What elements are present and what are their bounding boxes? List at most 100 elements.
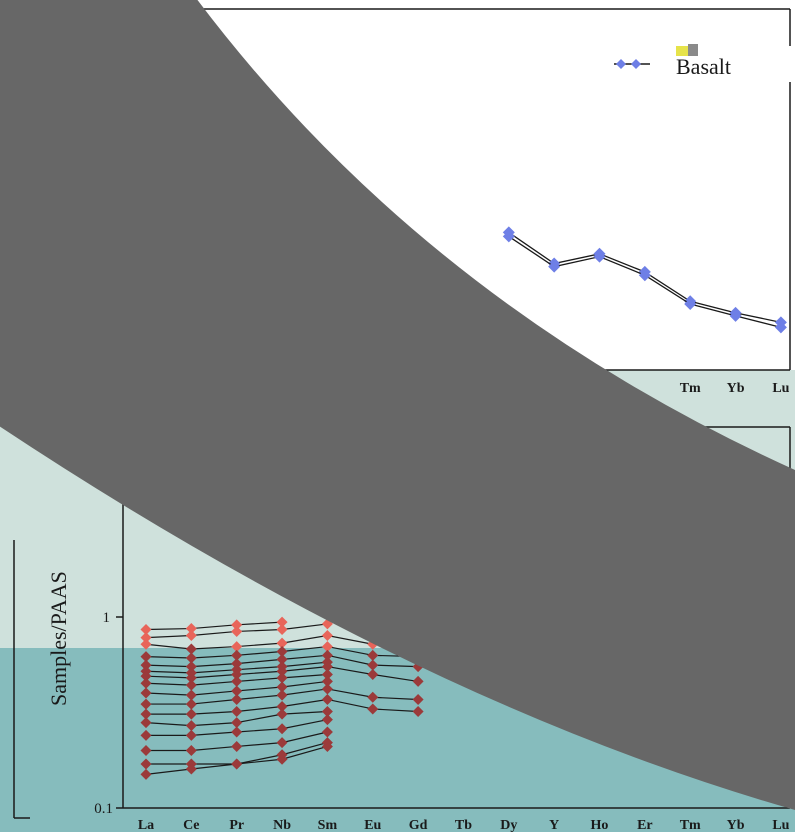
lower-marker-0-0 [140, 624, 152, 636]
lower-marker-4-4 [321, 649, 333, 661]
lower-marker-6-2 [231, 668, 243, 680]
upper-x-ticks: Tm Yb Lu [680, 381, 790, 396]
legend-marker-b [631, 59, 641, 69]
lower-marker-6-6 [412, 675, 424, 687]
lower-marker-9-0 [140, 698, 152, 710]
lower-marker-2-3 [276, 637, 288, 649]
lower-xtick-label-gd: Gd [409, 818, 428, 832]
lower-marker-9-2 [231, 693, 243, 705]
lower-marker-8-0 [140, 687, 152, 699]
lower-marker-7-3 [276, 672, 288, 684]
lower-marker-11-4 [321, 706, 333, 718]
occluding-overlay [0, 0, 795, 810]
lower-xtick-label-yb: Yb [727, 818, 745, 832]
lower-xtick-label-ce: Ce [183, 818, 199, 832]
lower-marker-11-0 [140, 717, 152, 729]
lower-marker-8-1 [185, 689, 197, 701]
lower-marker-4-2 [231, 658, 243, 670]
lower-marker-1-1 [185, 630, 197, 642]
upper-marker-1-6 [774, 321, 787, 334]
lower-marker-3-0 [140, 651, 152, 663]
lower-marker-15-3 [276, 749, 288, 761]
lower-marker-15-0 [140, 768, 152, 780]
lower-marker-9-1 [185, 698, 197, 710]
upper-xtick-label-tm: Tm [680, 381, 701, 396]
lower-marker-2-0 [140, 638, 152, 650]
lower-marker-4-3 [276, 653, 288, 665]
lower-marker-7-1 [185, 679, 197, 691]
lower-marker-10-1 [185, 708, 197, 720]
y-axis-label: Samples/PAAS [46, 571, 71, 706]
lower-xtick-label-nb: Nb [273, 818, 291, 832]
lower-marker-3-3 [276, 645, 288, 657]
lower-marker-9-6 [412, 693, 424, 705]
lower-xtick-label-tb: Tb [455, 818, 472, 832]
lower-marker-10-4 [321, 693, 333, 705]
lower-marker-7-2 [231, 675, 243, 687]
lower-marker-12-3 [276, 723, 288, 735]
lower-marker-4-5 [367, 659, 379, 671]
lower-marker-8-2 [231, 685, 243, 697]
lower-xtick-label-er: Er [637, 818, 653, 832]
lower-marker-3-1 [185, 652, 197, 664]
lower-marker-13-4 [321, 726, 333, 738]
upper-marker-1-4 [684, 298, 697, 311]
lower-marker-4-1 [185, 661, 197, 673]
lower-marker-10-6 [412, 706, 424, 718]
lower-marker-6-0 [140, 670, 152, 682]
legend-label-basalt: Basalt [676, 54, 731, 79]
lower-marker-1-0 [140, 632, 152, 644]
lower-xtick-label-y: Y [549, 818, 559, 832]
lower-marker-7-4 [321, 668, 333, 680]
lower-series-line-0 [145, 621, 283, 631]
lower-marker-12-4 [321, 714, 333, 726]
lower-marker-8-4 [321, 675, 333, 687]
lower-marker-2-4 [321, 630, 333, 642]
lower-marker-13-2 [231, 740, 243, 752]
legend-yellow-mark [676, 46, 690, 56]
lower-marker-9-4 [321, 683, 333, 695]
lower-marker-13-3 [276, 737, 288, 749]
upper-marker-1-0 [502, 230, 515, 243]
lower-marker-6-3 [276, 665, 288, 677]
lower-marker-6-5 [367, 668, 379, 680]
upper-xtick-label-lu: Lu [772, 381, 789, 396]
lower-xtick-label-lu: Lu [772, 818, 789, 832]
lower-xtick-label-ho: Ho [591, 818, 609, 832]
lower-marker-1-2 [231, 625, 243, 637]
lower-marker-10-2 [231, 706, 243, 718]
lower-marker-9-3 [276, 689, 288, 701]
lower-xtick-label-sm: Sm [318, 818, 338, 832]
lower-marker-2-2 [231, 641, 243, 653]
lower-marker-14-0 [140, 758, 152, 770]
upper-xtick-label-yb: Yb [727, 381, 745, 396]
legend-grey-mark [688, 44, 698, 56]
upper-marker-1-5 [729, 309, 742, 322]
lower-marker-0-1 [185, 623, 197, 635]
ytick-label-1: 1 [103, 610, 111, 626]
lower-marker-4-0 [140, 659, 152, 671]
upper-marker-1-1 [548, 260, 561, 273]
legend-marker-a [616, 59, 626, 69]
lower-x-ticks: La Ce Pr Nb Sm Eu Gd Tb Dy Y Ho Er Tm Yb Lu [138, 818, 790, 832]
lower-marker-11-3 [276, 708, 288, 720]
lower-xtick-label-eu: Eu [364, 818, 381, 832]
lower-marker-10-5 [367, 703, 379, 715]
lower-marker-10-0 [140, 708, 152, 720]
ytick-label-0.1: 0.1 [94, 801, 113, 817]
lower-series [140, 616, 424, 780]
lower-marker-12-1 [185, 729, 197, 741]
lower-marker-11-1 [185, 720, 197, 732]
lower-marker-15-2 [231, 758, 243, 770]
lower-marker-9-5 [367, 691, 379, 703]
upper-series [502, 226, 787, 334]
upper-marker-1-2 [593, 250, 606, 263]
lower-marker-1-3 [276, 624, 288, 636]
lower-marker-0-3 [276, 616, 288, 628]
lower-marker-7-0 [140, 677, 152, 689]
lower-marker-12-2 [231, 726, 243, 738]
lower-xtick-label-tm: Tm [680, 818, 701, 832]
lower-marker-6-1 [185, 672, 197, 684]
lower-marker-8-3 [276, 681, 288, 693]
